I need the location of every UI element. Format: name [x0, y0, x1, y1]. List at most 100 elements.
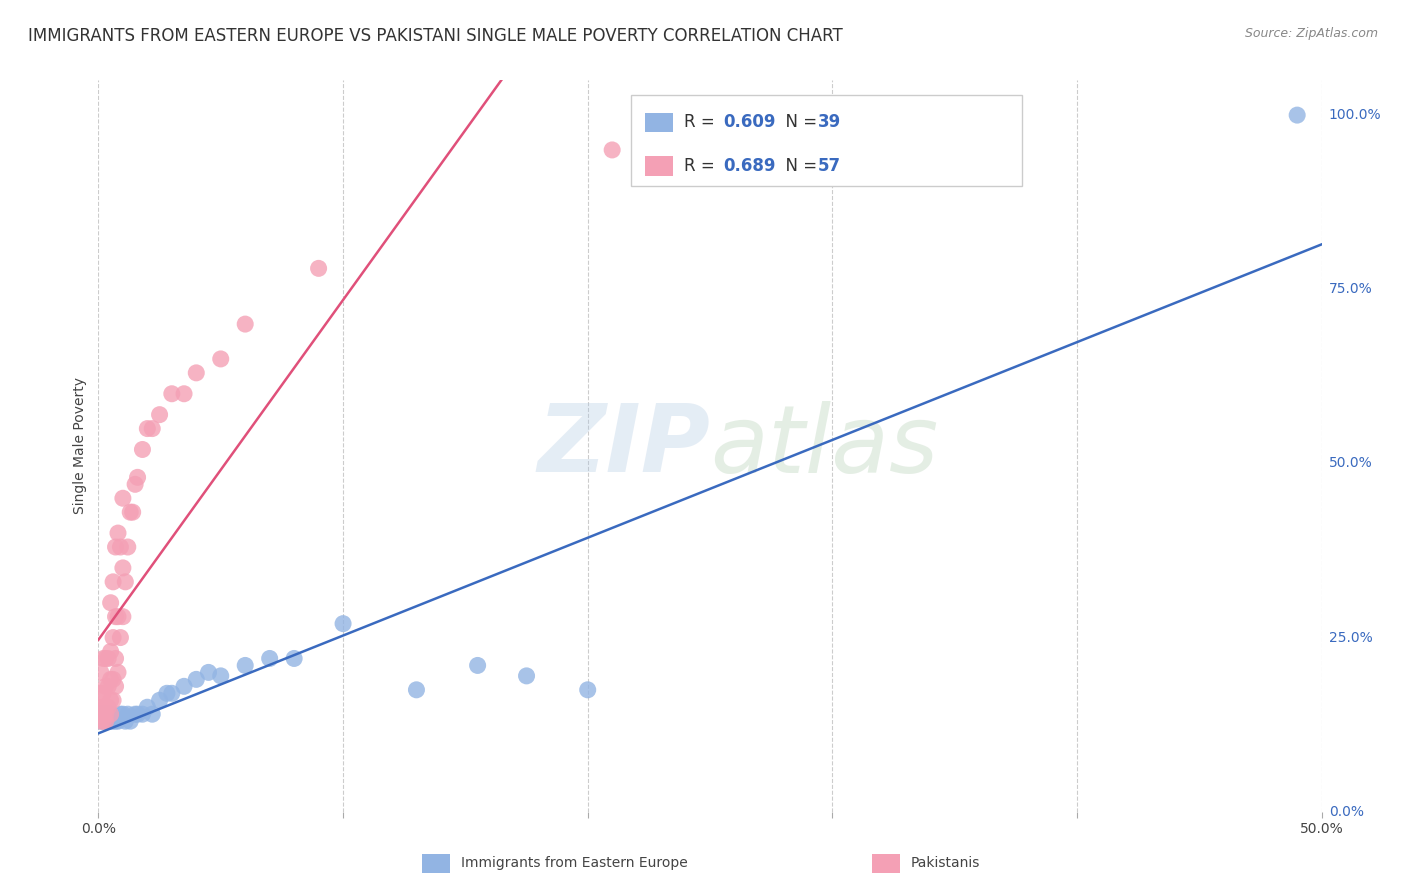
Point [209, 351, 232, 366]
Point [186, 366, 208, 380]
Point [111, 561, 134, 575]
Point [91, 714, 114, 728]
Point [104, 609, 127, 624]
Point [100, 673, 122, 687]
Point [173, 679, 195, 693]
Text: IMMIGRANTS FROM EASTERN EUROPE VS PAKISTANI SINGLE MALE POVERTY CORRELATION CHAR: IMMIGRANTS FROM EASTERN EUROPE VS PAKIST… [28, 27, 842, 45]
Text: 57: 57 [817, 157, 841, 175]
Text: atlas: atlas [710, 401, 938, 491]
Point [91, 714, 114, 728]
Text: ZIP: ZIP [537, 400, 710, 492]
Point [110, 707, 132, 722]
Point [94, 707, 117, 722]
Y-axis label: Single Male Poverty: Single Male Poverty [73, 377, 87, 515]
Point [405, 682, 427, 697]
Text: 0.0%: 0.0% [1329, 805, 1364, 819]
Point [90, 714, 112, 728]
Point [94, 700, 117, 714]
Point [259, 651, 281, 665]
Point [283, 651, 305, 665]
Text: 100.0%: 100.0% [1329, 108, 1381, 122]
Point [90, 686, 112, 700]
Point [141, 707, 163, 722]
Point [100, 707, 122, 722]
Point [576, 682, 599, 697]
Point [91, 707, 114, 722]
Text: N =: N = [775, 113, 823, 131]
Point [209, 669, 232, 683]
Point [97, 714, 120, 728]
Point [90, 707, 112, 722]
Point [91, 686, 114, 700]
Point [100, 644, 122, 658]
Point [156, 686, 179, 700]
Text: R =: R = [683, 113, 720, 131]
Point [110, 540, 132, 554]
Point [127, 470, 149, 484]
Point [173, 386, 195, 401]
Point [90, 707, 112, 722]
Point [160, 386, 183, 401]
Point [233, 317, 256, 331]
Text: Immigrants from Eastern Europe: Immigrants from Eastern Europe [461, 856, 688, 871]
Point [91, 707, 114, 722]
Point [160, 686, 183, 700]
Text: Source: ZipAtlas.com: Source: ZipAtlas.com [1244, 27, 1378, 40]
Point [131, 707, 153, 722]
Point [233, 658, 256, 673]
Point [136, 700, 159, 714]
Point [94, 714, 117, 728]
Point [124, 707, 146, 722]
Point [100, 596, 122, 610]
Point [141, 421, 163, 435]
Point [1286, 108, 1309, 122]
Point [101, 673, 124, 687]
Text: Pakistanis: Pakistanis [911, 856, 980, 871]
Point [600, 143, 623, 157]
Point [101, 574, 124, 589]
Point [308, 261, 330, 276]
Point [107, 526, 129, 541]
Point [100, 714, 122, 728]
Text: N =: N = [775, 157, 823, 175]
Point [97, 700, 120, 714]
Point [107, 714, 129, 728]
Point [120, 714, 142, 728]
Point [97, 651, 120, 665]
Point [120, 505, 142, 519]
Point [515, 669, 537, 683]
Point [114, 574, 136, 589]
Point [111, 707, 134, 722]
Text: 50.0%: 50.0% [1329, 457, 1372, 470]
Point [111, 491, 134, 506]
Point [114, 714, 136, 728]
Point [104, 651, 127, 665]
Point [124, 477, 146, 491]
Text: 25.0%: 25.0% [1329, 631, 1372, 645]
Text: 39: 39 [817, 113, 841, 131]
Point [107, 609, 129, 624]
Point [100, 693, 122, 707]
Point [94, 707, 117, 722]
Point [467, 658, 489, 673]
Text: 0.689: 0.689 [723, 157, 776, 175]
Point [149, 693, 172, 707]
Point [332, 616, 354, 631]
Point [149, 408, 172, 422]
Point [131, 442, 153, 457]
Point [197, 665, 219, 680]
Point [90, 665, 112, 680]
Point [97, 679, 120, 693]
Text: 0.609: 0.609 [723, 113, 776, 131]
Point [127, 707, 149, 722]
Point [186, 673, 208, 687]
Point [101, 714, 124, 728]
Point [90, 714, 112, 728]
Point [121, 505, 143, 519]
Point [117, 707, 139, 722]
Point [136, 421, 159, 435]
Point [90, 707, 112, 722]
Point [104, 679, 127, 693]
Point [104, 540, 127, 554]
Point [94, 651, 117, 665]
